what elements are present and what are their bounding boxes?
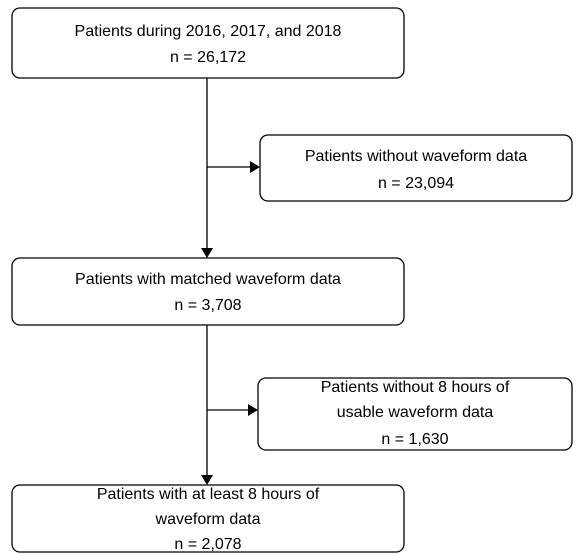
node-text: n = 23,094: [378, 175, 454, 192]
node-text: Patients without waveform data: [305, 148, 527, 165]
node: Patients with at least 8 hours of wavefo…: [11, 484, 405, 553]
node-text: n = 3,708: [174, 297, 241, 314]
node-text: usable waveform data: [337, 404, 494, 421]
node-text: Patients with matched waveform data: [75, 271, 341, 288]
node-box: [11, 257, 405, 326]
node-box: [11, 7, 405, 79]
node-text: n = 1,630: [381, 431, 448, 448]
node: Patients without 8 hours of usable wavef…: [257, 377, 573, 451]
arrow-head: [201, 475, 213, 485]
arrow-head: [250, 161, 260, 173]
node: Patients without waveform data n = 23,09…: [259, 134, 573, 202]
node-text: n = 2,078: [174, 536, 241, 553]
node: Patients during 2016, 2017, and 2018 n =…: [11, 7, 405, 79]
node-text: n = 26,172: [170, 49, 246, 66]
arrow-head: [201, 248, 213, 258]
node-text: waveform data: [155, 511, 261, 528]
node-box: [11, 484, 405, 553]
node-text: Patients with at least 8 hours of: [97, 486, 320, 503]
node-box: [257, 377, 573, 451]
connectors: [201, 78, 260, 485]
arrow-head: [248, 404, 258, 416]
node-box: [259, 134, 573, 202]
node-text: Patients during 2016, 2017, and 2018: [75, 23, 342, 40]
node-text: Patients without 8 hours of: [321, 379, 510, 396]
node: Patients with matched waveform data n = …: [11, 257, 405, 326]
